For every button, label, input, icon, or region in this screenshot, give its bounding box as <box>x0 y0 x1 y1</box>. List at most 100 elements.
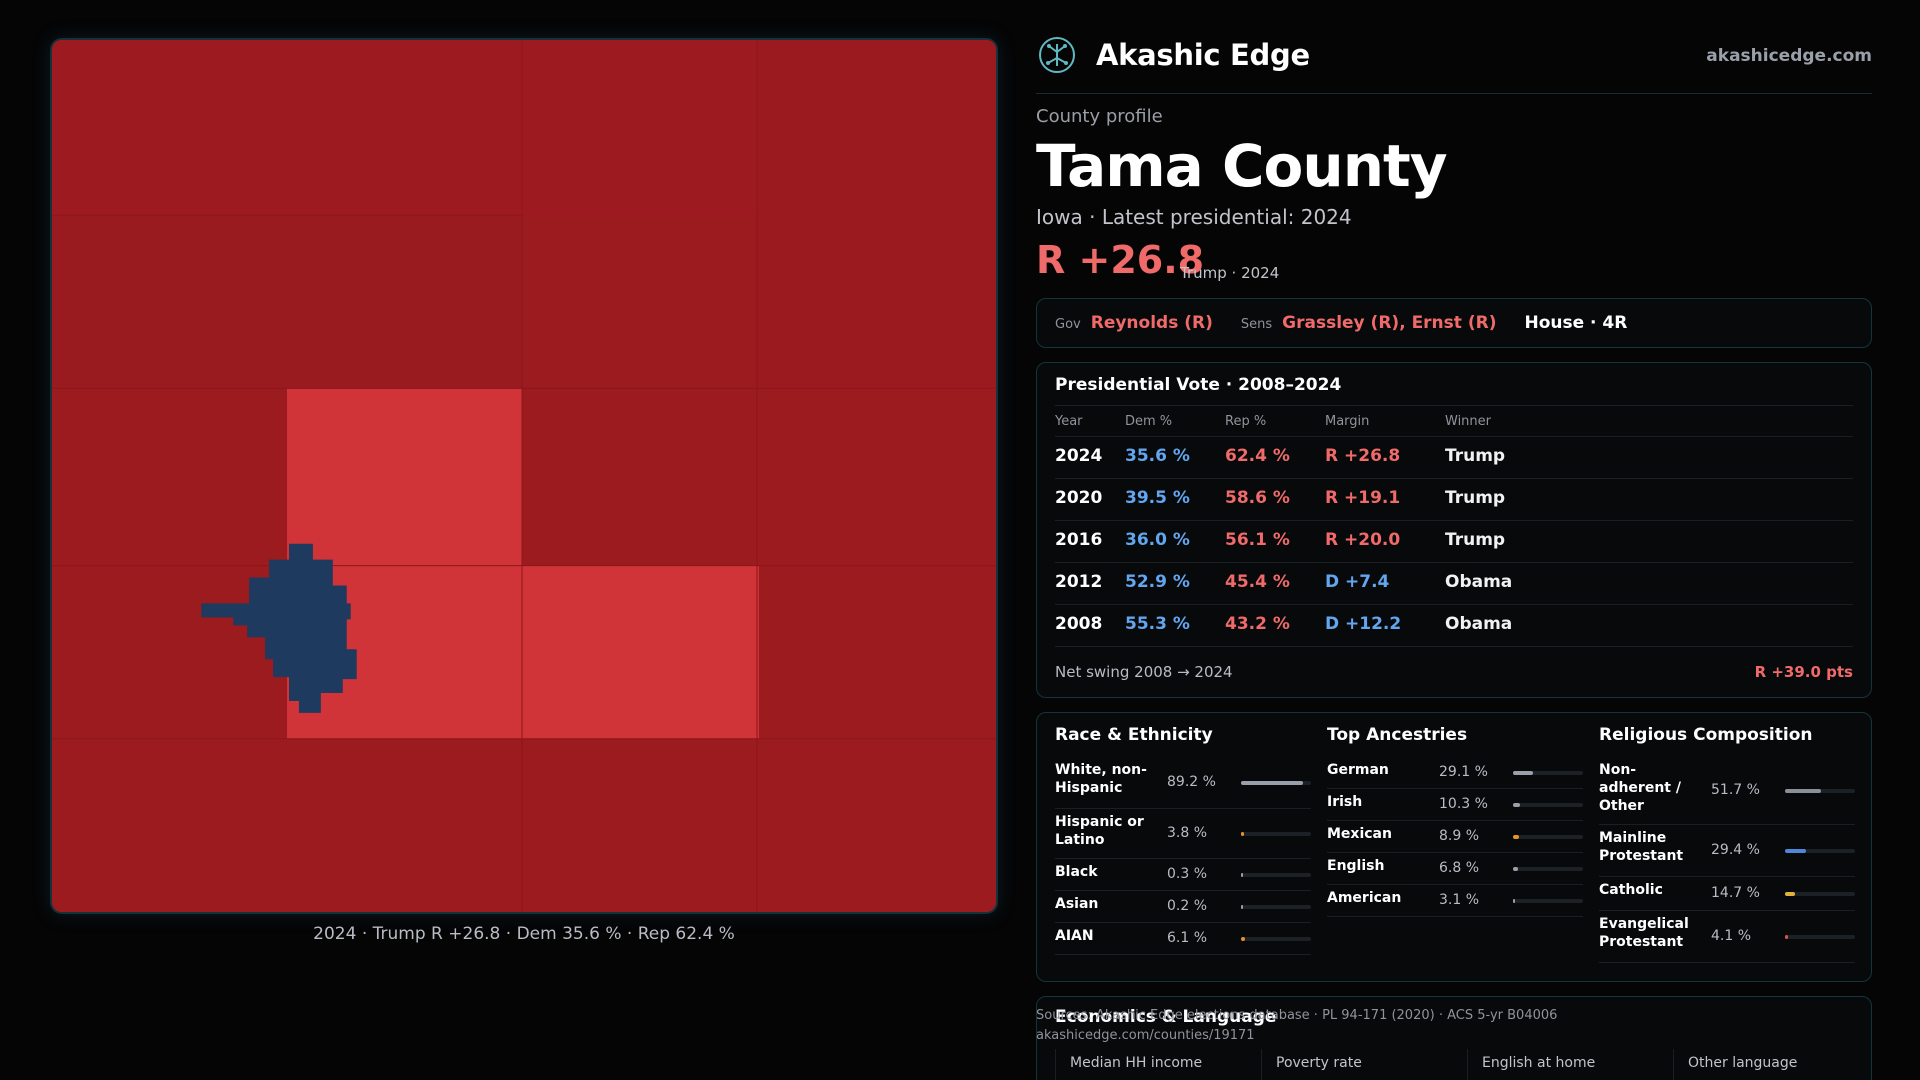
ancestry-value: 8.9 % <box>1439 828 1480 844</box>
religion-bar-fill <box>1785 849 1806 853</box>
county-map-svg <box>52 40 996 912</box>
vote-rep-pct: 62.4 % <box>1225 446 1290 466</box>
ancestry-value: 3.1 % <box>1439 892 1480 908</box>
economics-title: Economics & Language <box>1055 1007 1277 1027</box>
religion-bar <box>1785 849 1855 853</box>
vote-winner: Trump <box>1445 446 1506 466</box>
ancestry-bar <box>1513 867 1583 871</box>
page-eyebrow: County profile <box>1036 106 1163 127</box>
religion-name: Mainline Protestant <box>1599 830 1684 864</box>
ancestry-value: 29.1 % <box>1439 764 1488 780</box>
vote-table-row[interactable]: 2024 35.6 % 62.4 % R +26.8 Trump <box>1055 437 1853 479</box>
other-language-cell: Other language <box>1673 1049 1853 1080</box>
net-swing-label: Net swing 2008 → 2024 <box>1055 663 1233 681</box>
ancestry-name: Irish <box>1327 794 1363 810</box>
religion-name: Catholic <box>1599 882 1663 898</box>
religion-section: Religious Composition Non-adherent / Oth… <box>1581 713 1871 983</box>
race-value: 6.1 % <box>1167 930 1208 946</box>
ancestry-bar <box>1513 835 1583 839</box>
sens-label: Sens <box>1240 317 1273 332</box>
map-caption: 2024 · Trump R +26.8 · Dem 35.6 % · Rep … <box>313 924 735 944</box>
race-row: Asian 0.2 % <box>1055 891 1311 923</box>
presidential-vote-title: Presidential Vote · 2008–2024 <box>1055 375 1342 395</box>
presidential-vote-card: Presidential Vote · 2008–2024 Year Dem %… <box>1036 362 1872 698</box>
vote-rep-pct: 43.2 % <box>1225 614 1290 634</box>
vote-year: 2016 <box>1055 530 1103 550</box>
vote-table-header: Year Dem % Rep % Margin Winner <box>1055 405 1853 437</box>
latest-margin: R +26.8 <box>1036 238 1205 282</box>
vote-table-row[interactable]: 2008 55.3 % 43.2 % D +12.2 Obama <box>1055 605 1853 647</box>
brand-name: Akashic Edge <box>1096 38 1310 72</box>
vote-margin: D +7.4 <box>1325 572 1390 592</box>
vote-dem-pct: 52.9 % <box>1125 572 1190 592</box>
race-bar-fill <box>1241 937 1246 941</box>
ancestry-bar-fill <box>1513 835 1520 839</box>
vote-margin: R +19.1 <box>1325 488 1401 508</box>
vote-dem-pct: 55.3 % <box>1125 614 1190 634</box>
ancestry-value: 6.8 % <box>1439 860 1480 876</box>
vote-table-row[interactable]: 2012 52.9 % 45.4 % D +7.4 Obama <box>1055 563 1853 605</box>
race-value: 0.3 % <box>1167 866 1208 882</box>
ancestry-name: Mexican <box>1327 826 1392 842</box>
ancestry-bar <box>1513 771 1583 775</box>
race-name: White, non-Hispanic <box>1055 762 1147 796</box>
religion-row: Mainline Protestant 29.4 % <box>1599 825 1855 877</box>
precinct-northwest[interactable] <box>52 215 523 389</box>
ancestry-bar-fill <box>1513 899 1516 903</box>
race-bar-fill <box>1241 781 1304 785</box>
race-row: Hispanic or Latino 3.8 % <box>1055 809 1311 859</box>
vote-winner: Obama <box>1445 614 1513 634</box>
race-value: 0.2 % <box>1167 898 1208 914</box>
religion-bar-fill <box>1785 789 1822 793</box>
race-bar <box>1241 781 1311 785</box>
col-rep: Rep % <box>1225 414 1267 429</box>
race-ethnicity-title: Race & Ethnicity <box>1055 725 1213 745</box>
race-value: 3.8 % <box>1167 825 1208 841</box>
race-name: AIAN <box>1055 928 1094 944</box>
officials-row: Gov Reynolds (R) Sens Grassley (R), Erns… <box>1055 313 1627 333</box>
vote-margin: R +26.8 <box>1325 446 1401 466</box>
vote-table-row[interactable]: 2016 36.0 % 56.1 % R +20.0 Trump <box>1055 521 1853 563</box>
circuit-tree-logo-icon <box>1039 37 1075 73</box>
vote-dem-pct: 39.5 % <box>1125 488 1190 508</box>
county-profile-panel: Akashic Edge akashicedge.com County prof… <box>1036 0 1872 1080</box>
page-title: Tama County <box>1036 132 1448 200</box>
governor-name: Reynolds (R) <box>1090 313 1213 333</box>
county-map[interactable] <box>50 38 998 914</box>
religion-name: Evangelical Protestant <box>1599 916 1689 950</box>
brand-url-link[interactable]: akashicedge.com <box>1706 46 1872 66</box>
race-row: White, non-Hispanic 89.2 % <box>1055 757 1311 809</box>
ancestry-bar-fill <box>1513 771 1534 775</box>
house-delegation: House · 4R <box>1524 313 1628 333</box>
vote-winner: Trump <box>1445 488 1506 508</box>
religion-row: Evangelical Protestant 4.1 % <box>1599 911 1855 963</box>
religion-bar <box>1785 789 1855 793</box>
race-bar-fill <box>1241 873 1243 877</box>
ancestry-row: English 6.8 % <box>1327 853 1583 885</box>
race-bar-fill <box>1241 905 1243 909</box>
precinct-lean-rep-south[interactable] <box>287 565 760 739</box>
ancestry-row: American 3.1 % <box>1327 885 1583 917</box>
religion-bar <box>1785 935 1855 939</box>
race-value: 89.2 % <box>1167 774 1216 790</box>
religion-title: Religious Composition <box>1599 725 1813 745</box>
vote-winner: Trump <box>1445 530 1506 550</box>
religion-bar-fill <box>1785 892 1796 896</box>
demographics-card: Race & Ethnicity White, non-Hispanic 89.2… <box>1036 712 1872 982</box>
ancestry-bar <box>1513 899 1583 903</box>
map-dem-area[interactable] <box>201 543 357 713</box>
ancestry-name: German <box>1327 762 1389 778</box>
vote-table-row[interactable]: 2020 39.5 % 58.6 % R +19.1 Trump <box>1055 479 1853 521</box>
col-margin: Margin <box>1325 414 1370 429</box>
precinct-northeast[interactable] <box>757 40 996 389</box>
race-bar <box>1241 832 1311 836</box>
source-url-link[interactable]: akashicedge.com/counties/19171 <box>1036 1028 1255 1043</box>
vote-rep-pct: 45.4 % <box>1225 572 1290 592</box>
col-dem: Dem % <box>1125 414 1173 429</box>
senators-names: Grassley (R), Ernst (R) <box>1282 313 1497 333</box>
vote-rep-pct: 56.1 % <box>1225 530 1290 550</box>
religion-value: 4.1 % <box>1711 928 1752 944</box>
latest-margin-detail: Trump · 2024 <box>1180 264 1280 282</box>
col-winner: Winner <box>1445 414 1492 429</box>
vote-dem-pct: 36.0 % <box>1125 530 1190 550</box>
